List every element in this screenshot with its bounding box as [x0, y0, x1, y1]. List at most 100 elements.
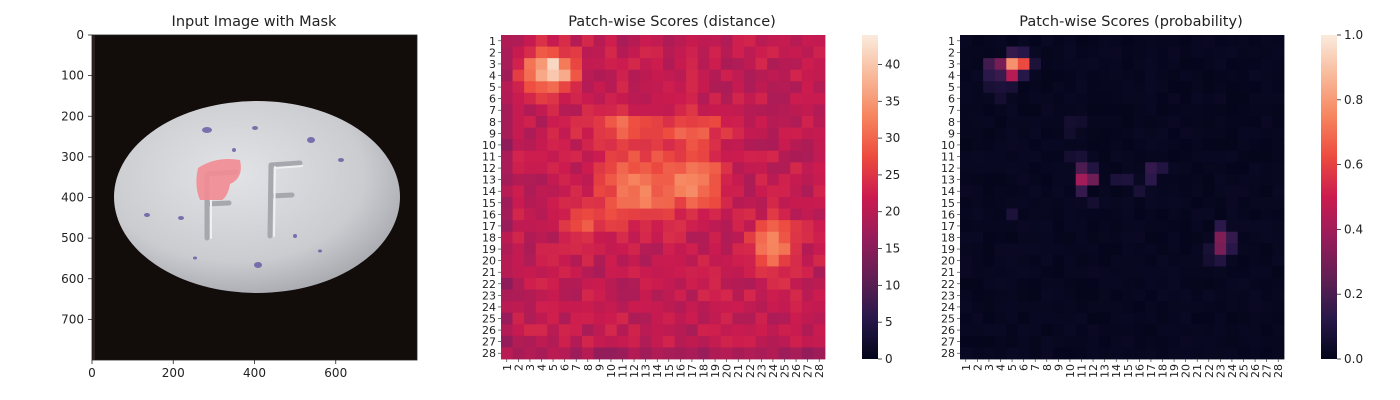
- heatmap-cell: [582, 231, 594, 244]
- heatmap-cell: [697, 139, 710, 152]
- heatmap-cell: [1064, 266, 1077, 279]
- heatmap-cell: [1006, 185, 1019, 198]
- heatmap-cell: [628, 139, 641, 152]
- heatmap-cell: [582, 243, 594, 256]
- heatmap-cell: [1110, 289, 1123, 302]
- heatmap-cell: [732, 243, 745, 256]
- heatmap-cell: [1017, 197, 1030, 209]
- colorbar-tick-label: 0.0: [1344, 352, 1363, 366]
- heatmap-cell: [547, 312, 560, 325]
- heatmap-cell: [558, 162, 571, 175]
- x-tick-label: 10: [1064, 364, 1077, 378]
- heatmap-cell: [639, 197, 652, 209]
- y-tick-label: 200: [61, 109, 84, 123]
- heatmap-cell: [1203, 208, 1215, 221]
- heatmap-cell: [1006, 92, 1019, 105]
- heatmap-cell: [1191, 335, 1204, 348]
- heatmap-cell: [1272, 266, 1285, 279]
- heatmap-cell: [1237, 92, 1250, 105]
- heatmap-cell: [616, 301, 629, 314]
- heatmap-cell: [1075, 312, 1088, 325]
- heatmap-cell: [983, 301, 996, 314]
- heatmap-cell: [651, 139, 664, 152]
- heatmap-cell: [535, 116, 548, 128]
- heatmap-cell: [744, 127, 756, 140]
- heatmap-cell: [960, 278, 972, 290]
- heatmap-cell: [1122, 220, 1134, 233]
- heatmap-cell: [778, 127, 791, 140]
- heatmap-cell: [674, 81, 687, 94]
- y-tick-label: 24: [941, 301, 955, 314]
- heatmap-cell: [1272, 289, 1285, 302]
- heatmap-cell: [709, 254, 722, 267]
- heatmap-cell: [994, 162, 1007, 175]
- heatmap-cell: [1203, 278, 1215, 290]
- heatmap-cell: [547, 139, 560, 152]
- heatmap-cell: [1087, 208, 1100, 221]
- heatmap-cell: [767, 208, 780, 221]
- heatmap-cell: [1145, 81, 1158, 94]
- heatmap-cell: [697, 150, 710, 163]
- x-tick-label: 1: [960, 364, 973, 371]
- heatmap-cell: [1098, 312, 1111, 325]
- heatmap-cell: [1249, 173, 1262, 186]
- heatmap-cell: [582, 185, 594, 198]
- heatmap-cell: [686, 231, 699, 244]
- heatmap-cell: [501, 197, 513, 209]
- heatmap-cell: [744, 301, 756, 314]
- heatmap-cell: [790, 81, 803, 94]
- heatmap-cell: [1064, 150, 1077, 163]
- heatmap-cell: [960, 335, 972, 348]
- heatmap-cell: [570, 139, 583, 152]
- heatmap-cell: [1249, 243, 1262, 256]
- heatmap-cell: [674, 127, 687, 140]
- heatmap-cell: [709, 335, 722, 348]
- heatmap-cell: [971, 69, 984, 82]
- heatmap-cell: [1122, 92, 1134, 105]
- heatmap-cell: [744, 231, 756, 244]
- heatmap-cell: [697, 116, 710, 128]
- heatmap-cell: [628, 127, 641, 140]
- heatmap-cell: [697, 162, 710, 175]
- heatmap-cell: [1249, 197, 1262, 209]
- heatmap-cell: [616, 347, 629, 360]
- heatmap-cell: [1191, 324, 1204, 337]
- heatmap-cell: [801, 243, 814, 256]
- heatmap-cell: [593, 92, 606, 105]
- heatmap-cell: [1064, 347, 1077, 360]
- heatmap-cell: [983, 58, 996, 71]
- heatmap-cell: [709, 266, 722, 279]
- heatmap-cell: [1179, 278, 1192, 290]
- heatmap-cell: [1098, 116, 1111, 128]
- y-tick-label: 100: [61, 69, 84, 83]
- heatmap-cell: [1075, 197, 1088, 209]
- heatmap-cell: [960, 46, 972, 59]
- heatmap-cell: [1110, 220, 1123, 233]
- heatmap-cell: [558, 104, 571, 117]
- heatmap-cell: [686, 127, 699, 140]
- heatmap-cell: [755, 81, 768, 94]
- heatmap-cell: [628, 35, 641, 47]
- heatmap-cell: [524, 335, 537, 348]
- heatmap-cell: [801, 69, 814, 82]
- heatmap-cell: [971, 301, 984, 314]
- heatmap-cell: [744, 220, 756, 233]
- heatmap-cell: [744, 116, 756, 128]
- heatmap-cell: [1249, 104, 1262, 117]
- heatmap-cell: [1041, 173, 1053, 186]
- heatmap-cell: [1122, 35, 1134, 47]
- heatmap-cell: [616, 162, 629, 175]
- heatmap-cell: [1041, 266, 1053, 279]
- heatmap-cell: [1133, 231, 1146, 244]
- heatmap-cell: [639, 208, 652, 221]
- heatmap-cell: [1260, 231, 1273, 244]
- y-tick-label: 22: [482, 278, 496, 291]
- heatmap-cell: [1064, 220, 1077, 233]
- heatmap-cell: [813, 347, 826, 360]
- heatmap-cell: [501, 231, 513, 244]
- heatmap-cell: [1237, 208, 1250, 221]
- heatmap-cell: [1156, 254, 1169, 267]
- heatmap-cell: [512, 266, 525, 279]
- heatmap-cell: [813, 185, 826, 198]
- heatmap-cell: [778, 208, 791, 221]
